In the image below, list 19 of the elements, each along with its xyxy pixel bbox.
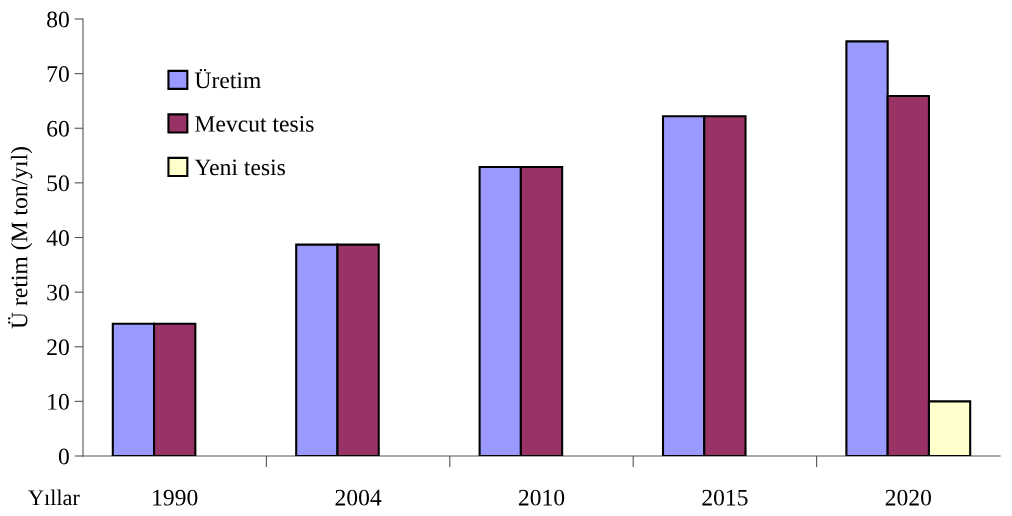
y-tick-label: 50 [47,175,69,192]
x-axis-title: Yıllar [28,489,80,506]
y-tick-label: 20 [47,339,69,356]
x-tick-label: 1990 [153,489,198,506]
x-tick-label: 2020 [885,489,932,506]
legend-label: Mevcut tesis [195,115,314,132]
y-tick-label: 10 [48,393,69,410]
x-tick-label: 2015 [702,489,748,506]
y-tick-label: 80 [47,11,69,28]
legend-label: Üretim [194,68,261,89]
y-tick-label: 40 [46,229,69,246]
y-tick-label: 0 [58,448,69,465]
x-tick-label: 2004 [335,489,382,506]
y-tick-label: 70 [47,66,69,83]
y-tick-label: 60 [47,120,69,137]
legend-label: Yeni tesis [194,159,285,176]
x-tick-label: 2010 [518,489,565,506]
y-tick-label: 30 [47,284,69,301]
y-axis-title: Ü retim (M ton/yıl) [8,147,33,329]
